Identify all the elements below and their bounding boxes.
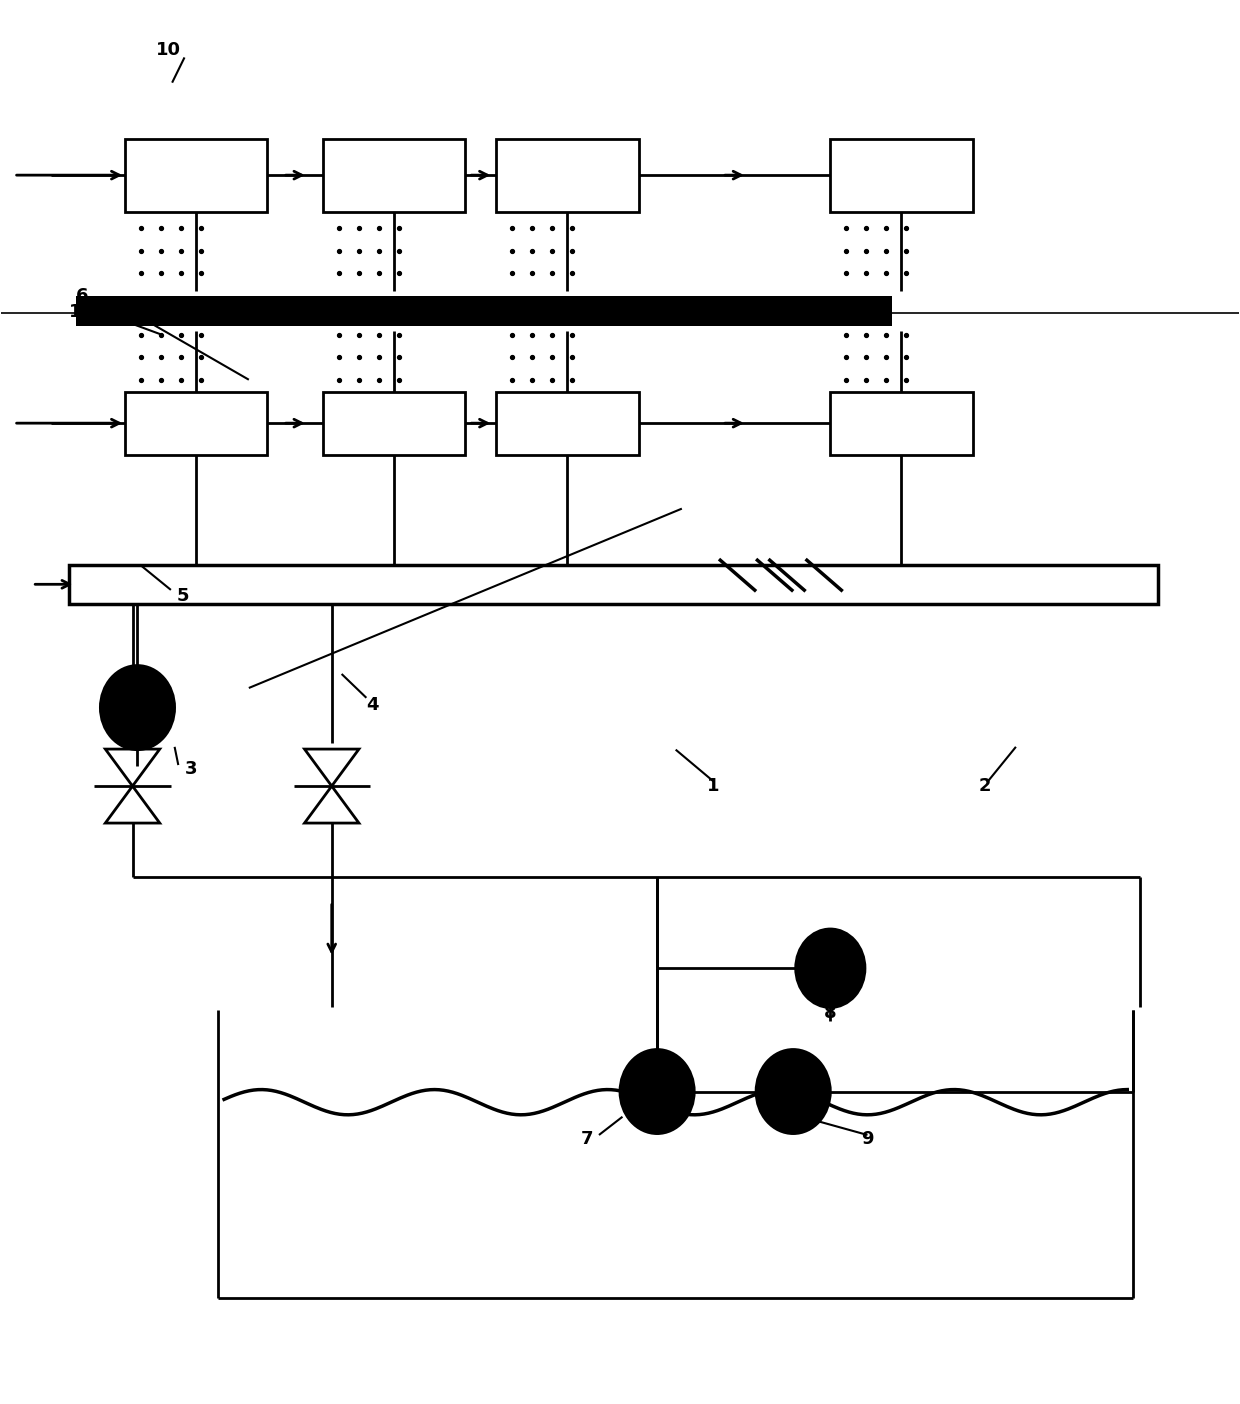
- Bar: [125, 392, 268, 455]
- Circle shape: [100, 665, 175, 750]
- Bar: [324, 392, 465, 455]
- Text: 11: 11: [69, 303, 94, 322]
- Bar: [831, 139, 972, 212]
- Bar: [125, 139, 268, 212]
- Text: 1: 1: [707, 776, 719, 795]
- Circle shape: [796, 929, 866, 1008]
- Text: PT: PT: [129, 701, 146, 715]
- Text: 9: 9: [862, 1130, 874, 1148]
- Bar: [76, 296, 893, 327]
- Text: M: M: [787, 1085, 799, 1098]
- Text: PT: PT: [822, 962, 838, 974]
- Bar: [324, 139, 465, 212]
- Bar: [496, 139, 639, 212]
- Polygon shape: [636, 1061, 687, 1120]
- Text: 8: 8: [825, 1004, 837, 1022]
- Bar: [69, 564, 1158, 604]
- Circle shape: [620, 1050, 694, 1133]
- Bar: [831, 392, 972, 455]
- Text: 3: 3: [185, 760, 197, 778]
- Text: 4: 4: [366, 696, 379, 713]
- Text: 7: 7: [580, 1130, 593, 1148]
- Text: 6: 6: [76, 286, 88, 305]
- Text: 2: 2: [978, 776, 991, 795]
- Bar: [496, 392, 639, 455]
- Circle shape: [756, 1050, 831, 1133]
- Text: 5: 5: [177, 587, 190, 605]
- Text: 10: 10: [156, 42, 181, 59]
